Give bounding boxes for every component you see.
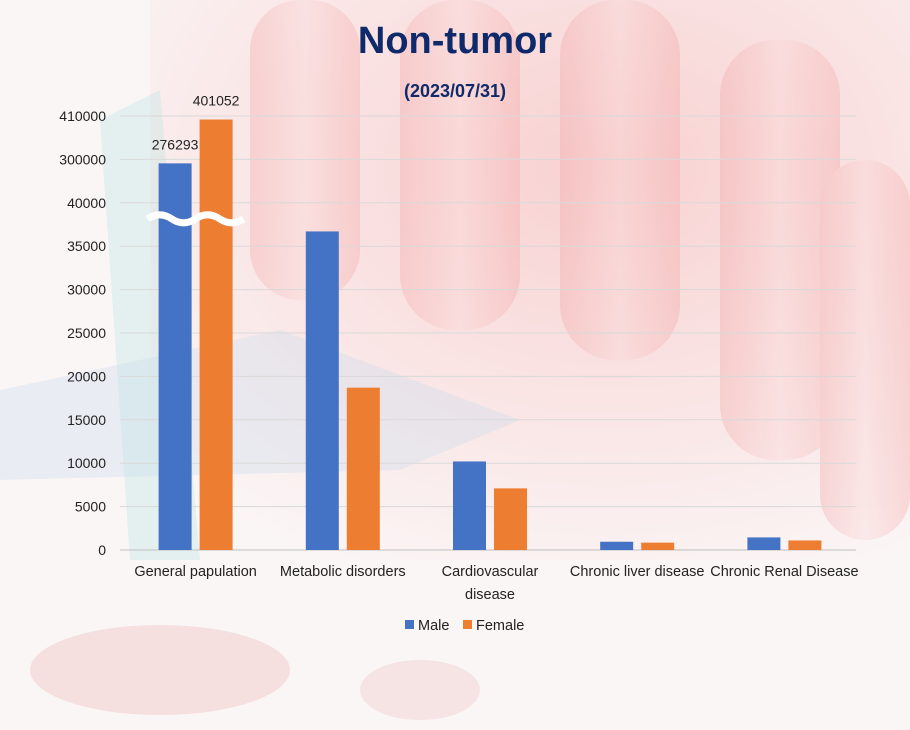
x-category-label: Cardiovascular	[442, 564, 539, 580]
x-category-label: General papulation	[134, 564, 257, 580]
bar-male	[158, 163, 192, 550]
y-tick-label: 15000	[67, 412, 106, 428]
legend-swatch-female	[463, 620, 472, 629]
bar-female	[494, 488, 527, 550]
legend-label: Female	[476, 618, 524, 634]
x-category-label: Chronic Renal Disease	[710, 564, 858, 580]
data-label: 401052	[193, 93, 240, 109]
data-label: 276293	[152, 136, 199, 152]
y-tick-label: 410000	[59, 108, 106, 124]
bar-female	[199, 119, 233, 550]
x-category-label: Metabolic disorders	[280, 564, 406, 580]
y-tick-label: 5000	[75, 499, 106, 515]
y-tick-label: 25000	[67, 325, 106, 341]
x-category-label: disease	[465, 587, 515, 603]
chart-title: Non-tumor	[357, 20, 553, 62]
bar-female	[641, 542, 675, 550]
y-tick-label: 40000	[67, 195, 106, 211]
bar-male	[600, 541, 634, 550]
chart-subtitle: (2023/07/31)	[403, 81, 507, 101]
bar-male	[305, 231, 339, 550]
legend-label: Male	[418, 618, 449, 634]
bar-male	[747, 537, 781, 550]
y-tick-label: 0	[98, 542, 106, 558]
y-tick-label: 20000	[67, 368, 106, 384]
y-tick-label: 30000	[67, 282, 106, 298]
bar-female	[346, 387, 380, 550]
legend-swatch-male	[405, 620, 414, 629]
y-tick-label: 35000	[67, 238, 106, 254]
bar-female	[788, 540, 822, 550]
y-tick-label: 10000	[67, 455, 106, 471]
bar-male	[453, 461, 486, 550]
y-tick-label: 300000	[59, 151, 106, 167]
axis-break-mark	[145, 211, 246, 227]
x-category-label: Chronic liver disease	[570, 564, 705, 580]
